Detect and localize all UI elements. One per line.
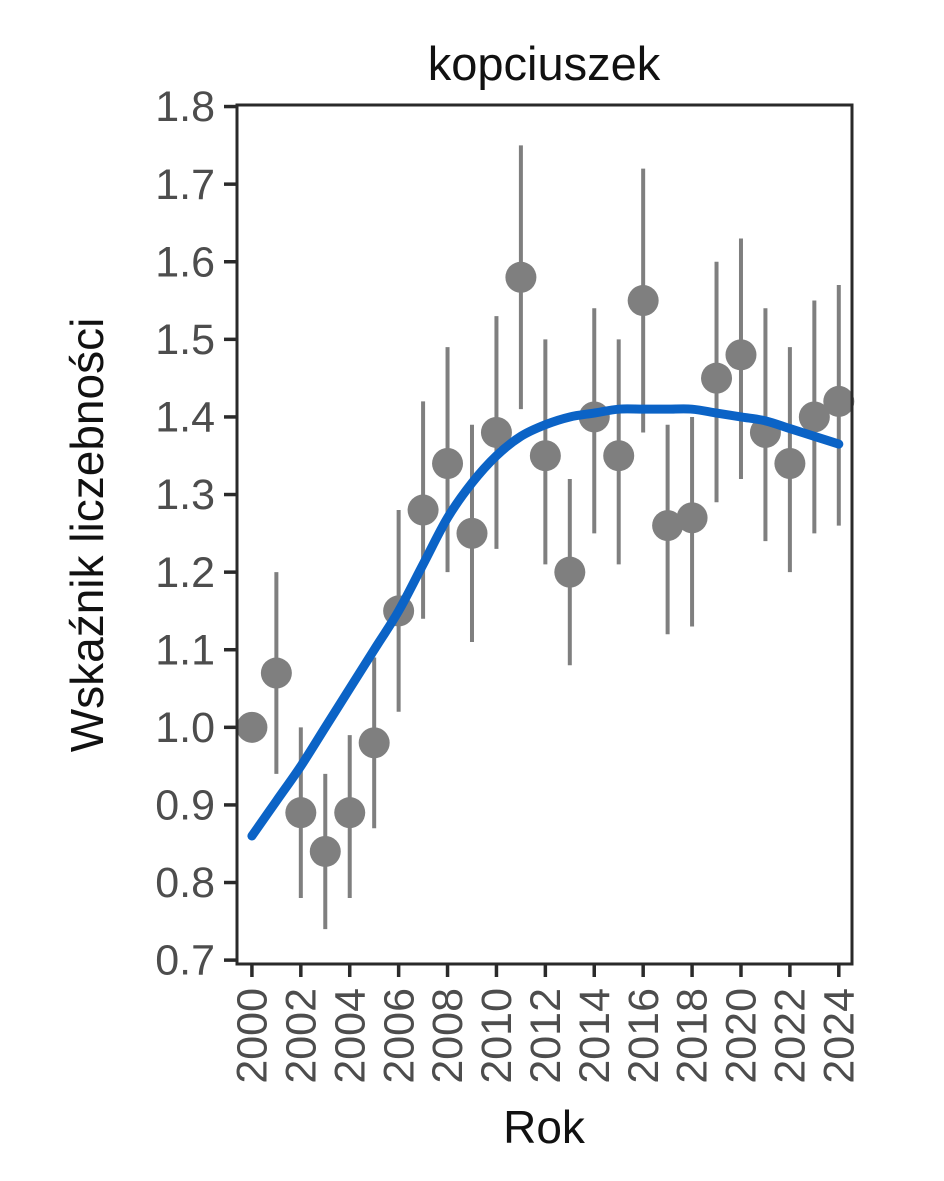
x-tick-label: 2004 [326,988,374,1084]
data-point [652,510,684,542]
x-tick-label: 2002 [277,988,325,1084]
data-point [676,502,708,534]
x-tick-label: 2014 [571,988,619,1084]
x-tick-label: 2022 [767,988,815,1084]
data-point [701,362,733,394]
data-point [823,385,855,417]
data-point [432,447,464,479]
y-tick-label: 1.2 [155,549,215,597]
data-point [285,797,317,829]
data-point [774,447,806,479]
data-point [236,711,268,743]
data-point [309,835,341,867]
x-tick-label: 2024 [815,988,863,1084]
y-tick-label: 1.5 [155,316,215,364]
x-tick-label: 2010 [473,988,521,1084]
data-point [603,440,635,472]
data-point [627,285,659,317]
chart-title: kopciuszek [428,37,661,90]
data-point [260,657,292,689]
trend-line [247,404,844,841]
y-tick-label: 0.9 [155,782,215,830]
data-point [334,797,366,829]
y-tick-label: 0.8 [155,859,215,907]
x-axis-title: Rok [503,1101,586,1153]
data-point [407,494,439,526]
data-points-layer [236,261,855,867]
y-tick-label: 1.7 [155,161,215,209]
axes-layer: 2000 2002 2004 2006 2008 2010 2012 2014 2016 2018… [155,83,863,1083]
data-point [725,339,757,371]
y-tick-label: 0.7 [155,937,215,985]
data-point [358,727,390,759]
data-point [554,556,586,588]
y-tick-label: 1.4 [155,394,215,442]
trend-line-layer [247,404,844,841]
y-tick-label: 1.0 [155,704,215,752]
data-point [798,401,830,433]
x-tick-label: 2008 [424,988,472,1084]
data-point [456,517,488,549]
x-tick-label: 2016 [620,988,668,1084]
data-point [529,440,561,472]
y-axis-title: Wskaźnik liczebności [61,318,113,753]
x-tick-label: 2000 [229,988,277,1084]
y-tick-label: 1.8 [155,83,215,131]
y-tick-label: 1.6 [155,238,215,286]
data-point [505,261,537,293]
x-tick-label: 2006 [375,988,423,1084]
data-point [480,416,512,448]
x-tick-label: 2020 [718,988,766,1084]
y-tick-label: 1.1 [155,626,215,674]
x-tick-label: 2012 [522,988,570,1084]
x-tick-label: 2018 [669,988,717,1084]
y-tick-label: 1.3 [155,471,215,519]
